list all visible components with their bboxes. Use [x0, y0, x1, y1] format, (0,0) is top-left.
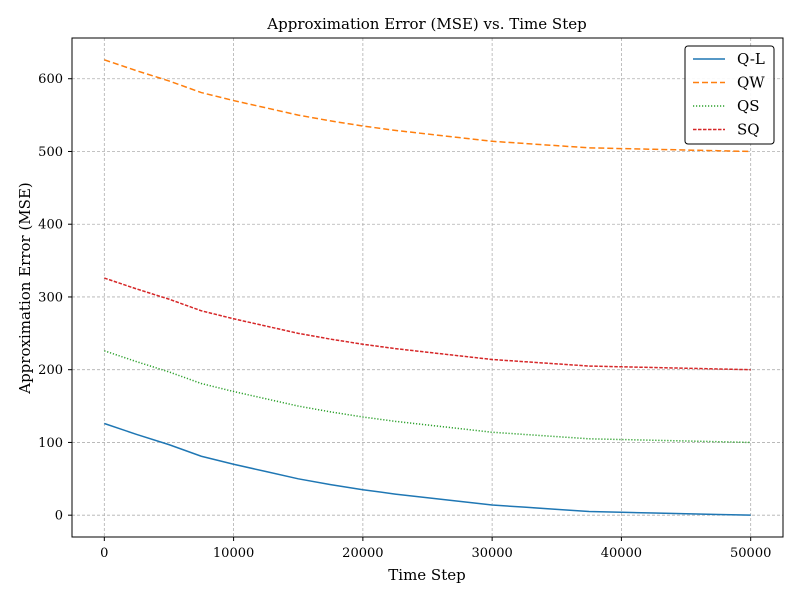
plot-frame — [71, 37, 784, 538]
y-axis-label: Approximation Error (MSE) — [16, 182, 34, 395]
y-tick-label: 300 — [38, 290, 63, 305]
x-tick-label: 30000 — [471, 546, 512, 561]
series-line-q-l — [104, 422, 751, 516]
series-line-qw — [104, 59, 751, 153]
y-tick-label: 600 — [38, 72, 63, 87]
y-tick-label: 200 — [38, 363, 63, 378]
y-tick-label: 100 — [38, 436, 63, 451]
legend-label: QS — [737, 97, 760, 115]
x-tick-label: 40000 — [601, 546, 642, 561]
y-tick-label: 0 — [55, 509, 63, 524]
legend: Q-L QW QS SQ — [684, 45, 775, 145]
legend-label: SQ — [737, 121, 760, 139]
grid-lines — [72, 38, 783, 537]
axis-ticks: 0 10000 20000 30000 40000 50000 0 100 200 300 400 5… — [38, 72, 771, 561]
series-line-sq — [104, 277, 751, 371]
x-tick-label: 10000 — [213, 546, 254, 561]
legend-label: Q-L — [737, 50, 765, 68]
chart-title: Approximation Error (MSE) vs. Time Step — [266, 15, 586, 33]
series-layer — [104, 59, 751, 516]
x-axis-label: Time Step — [388, 566, 465, 584]
legend-label: QW — [737, 74, 765, 92]
x-tick-label: 0 — [100, 546, 108, 561]
legend-box — [684, 45, 775, 145]
y-tick-label: 500 — [38, 145, 63, 160]
x-tick-label: 20000 — [342, 546, 383, 561]
x-tick-label: 50000 — [730, 546, 771, 561]
y-tick-label: 400 — [38, 218, 63, 233]
